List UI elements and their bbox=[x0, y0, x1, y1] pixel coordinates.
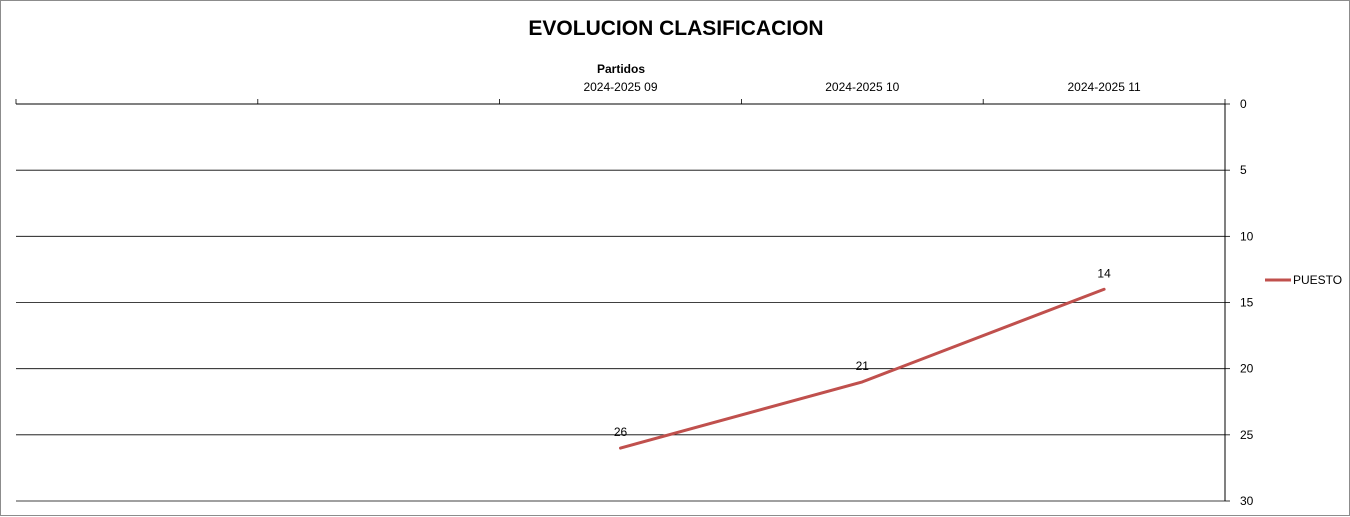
x-tick-label-4: 2024-2025 11 bbox=[1068, 80, 1142, 94]
y-tick-label-10: 10 bbox=[1240, 229, 1254, 243]
axes: 0 5 10 15 20 25 30 2024-2025 09 2024-2025 10 2024… bbox=[15, 80, 1254, 508]
y-tick-label-25: 25 bbox=[1240, 428, 1254, 442]
series-layer: 26 21 14 bbox=[614, 266, 1111, 450]
legend: PUESTO bbox=[1265, 273, 1342, 287]
y-tick-label-15: 15 bbox=[1240, 296, 1254, 310]
y-tick-label-0: 0 bbox=[1240, 97, 1247, 111]
x-tick-label-2: 2024-2025 09 bbox=[583, 80, 657, 94]
data-label-0-4: 14 bbox=[1097, 266, 1111, 280]
data-label-0-2: 26 bbox=[614, 425, 628, 439]
y-tick-label-30: 30 bbox=[1240, 494, 1254, 508]
y-tick-label-20: 20 bbox=[1240, 362, 1254, 376]
gridlines bbox=[16, 169, 1225, 502]
chart-title: EVOLUCION CLASIFICACION bbox=[528, 17, 823, 40]
legend-label: PUESTO bbox=[1293, 273, 1342, 287]
series-line-0 bbox=[619, 287, 1106, 450]
y-tick-label-5: 5 bbox=[1240, 163, 1247, 177]
x-tick-label-3: 2024-2025 10 bbox=[825, 80, 899, 94]
data-label-0-3: 21 bbox=[856, 359, 870, 373]
x-axis-title: Partidos bbox=[597, 62, 645, 76]
